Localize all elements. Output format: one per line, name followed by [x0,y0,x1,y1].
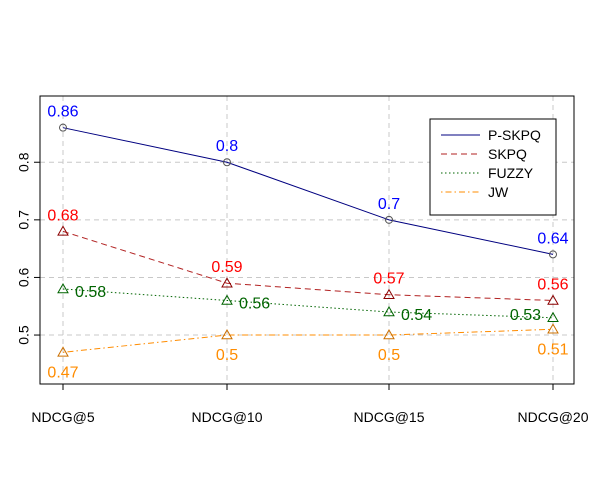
y-tick-label: 0.5 [16,325,32,345]
marker-skpq-1 [221,277,233,288]
marker-fuzzy-0 [57,282,69,294]
marker-jw-0 [57,346,69,357]
series-lines [62,127,554,353]
data-label-jw: 0.5 [378,347,400,364]
data-label-jw: 0.47 [47,364,78,381]
data-label-fuzzy: 0.53 [510,307,541,324]
data-label-p-skpq: 0.64 [537,230,568,247]
legend-label-jw: JW [488,184,509,200]
data-label-p-skpq: 0.8 [216,138,238,155]
marker-p-skpq-2 [385,215,393,224]
marker-jw-2 [383,329,395,340]
data-label-skpq: 0.56 [537,276,568,293]
marker-fuzzy-1 [221,294,233,305]
marker-fuzzy-3 [547,311,559,323]
data-label-skpq: 0.59 [211,259,242,276]
marker-p-skpq-3 [549,250,557,259]
x-tick-label: NDCG@20 [517,409,588,425]
y-tick-label: 0.8 [16,152,32,172]
marker-p-skpq-0 [59,123,67,132]
data-label-p-skpq: 0.86 [47,104,78,121]
x-tick-label: NDCG@10 [191,409,262,425]
y-axis: 0.5 0.6 0.7 0.8 [16,152,40,345]
legend-label-p-skpq: P-SKPQ [488,127,541,143]
legend: P-SKPQ SKPQ FUZZY JW [429,118,557,216]
marker-jw-1 [221,329,233,340]
series-line-fuzzy [62,288,554,319]
x-tick-label: NDCG@15 [353,409,424,425]
y-tick-label: 0.6 [16,267,32,287]
data-label-p-skpq: 0.7 [378,196,400,213]
data-label-skpq: 0.68 [47,207,78,224]
marker-skpq-0 [57,225,69,236]
series-line-skpq [62,230,554,301]
marker-p-skpq-1 [223,158,231,167]
x-axis: NDCG@5 NDCG@10 NDCG@15 NDCG@20 [31,384,589,425]
marker-skpq-3 [547,294,559,305]
data-label-jw: 0.51 [537,341,568,358]
data-label-skpq: 0.57 [373,271,404,288]
marker-skpq-2 [383,288,395,299]
legend-label-fuzzy: FUZZY [488,165,534,181]
data-label-jw: 0.5 [216,347,238,364]
marker-fuzzy-2 [383,305,395,317]
data-label-fuzzy: 0.54 [401,307,432,324]
x-tick-label: NDCG@5 [31,409,94,425]
marker-jw-3 [547,323,559,334]
data-label-fuzzy: 0.58 [75,284,106,301]
series-markers [57,123,559,357]
plot-frame [39,95,575,385]
y-tick-label: 0.7 [16,210,32,230]
series-line-p-skpq [62,127,554,255]
legend-label-skpq: SKPQ [488,146,527,162]
series-line-jw [62,328,554,353]
data-labels: 0.86 0.8 0.7 0.64 0.68 0.59 0.57 0.56 0.58 0.56 0.… [47,104,568,382]
data-label-fuzzy: 0.56 [239,295,270,312]
